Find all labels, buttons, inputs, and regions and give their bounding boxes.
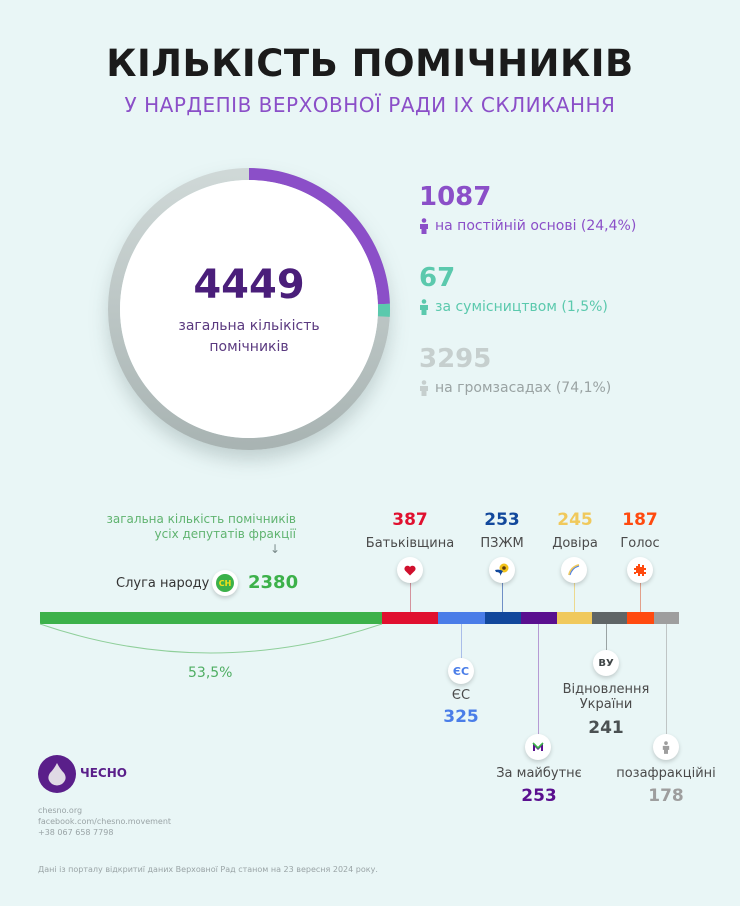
site-link[interactable]: chesno.org: [38, 806, 83, 815]
party-es: ЄС 325: [443, 688, 479, 727]
bar-segment-vu: [592, 612, 627, 624]
share-brace: [39, 623, 383, 654]
sluha-logo-icon: СН: [212, 570, 238, 596]
es-logo-icon: ЄС: [448, 658, 474, 684]
donut-chart: [108, 168, 390, 450]
holos-logo-icon: [627, 557, 653, 583]
page-title: КІЛЬКІСТЬ ПОМІЧНИКІВ: [106, 42, 634, 85]
bar-segment-batk: [382, 612, 438, 624]
swoosh-icon: [561, 557, 587, 583]
faction-note: загальна кількість помічників усіх депут…: [100, 512, 297, 557]
phone-number: +38 067 658 7798: [38, 828, 114, 837]
party-dovira: 245 Довіра: [552, 510, 598, 551]
party-poza: позафракційні 178: [616, 766, 716, 806]
brand-name: ЧЕСНО: [80, 766, 127, 780]
donut-segment-permanent: [108, 168, 390, 450]
person-icon: [419, 299, 429, 315]
person-icon: [419, 218, 429, 234]
chesno-logo-icon: [38, 755, 76, 793]
sluha-share-label: 53,5%: [188, 665, 233, 681]
facebook-link[interactable]: facebook.com/chesno.movement: [38, 817, 172, 826]
total-assistants-label: загальна кільікість помічників: [178, 318, 320, 355]
bar-segment-es: [438, 612, 485, 624]
source-note: Дані із порталу відкритиї даних Верховно…: [38, 865, 378, 874]
person-icon: [419, 380, 429, 396]
sunflower-bird-icon: [489, 557, 515, 583]
total-assistants-value: 4449: [193, 262, 305, 308]
party-vu: Відновлення України 241: [562, 682, 650, 738]
person-icon: [653, 734, 679, 760]
zm-logo-icon: [525, 734, 551, 760]
bar-segment-dovira: [557, 612, 592, 624]
party-batk: 387 Батьківщина: [365, 510, 455, 551]
footer-contacts: chesno.org facebook.com/chesno.movement …: [38, 805, 171, 838]
donut-segment-parttime: [108, 168, 390, 450]
party-zm: За майбутнє 253: [496, 766, 582, 806]
party-name-sluha: Слуга народу: [116, 576, 210, 591]
page-subtitle: У НАРДЕПІВ ВЕРХОВНОЇ РАДИ IX СКЛИКАННЯ: [124, 93, 616, 117]
bar-segment-zm: [521, 612, 557, 624]
arrow-down-icon: ↓: [269, 542, 280, 556]
bar-segment-sluha: [40, 612, 382, 624]
stat-volunteer: 3295 на громзасадах (74,1%): [419, 344, 612, 396]
stat-parttime: 67 за сумісництвом (1,5%): [419, 263, 608, 315]
party-pzzhm: 253 ПЗЖМ: [480, 510, 524, 551]
bar-segment-pzzhm: [485, 612, 521, 624]
bar-segment-poza: [654, 612, 679, 624]
heart-icon: [397, 557, 423, 583]
vu-logo-icon: ВУ: [593, 650, 619, 676]
party-holos: 187 Голос: [620, 510, 660, 551]
bar-segment-holos: [627, 612, 654, 624]
party-value-sluha: 2380: [248, 572, 299, 593]
stat-permanent: 1087 на постійній основі (24,4%): [419, 182, 637, 234]
